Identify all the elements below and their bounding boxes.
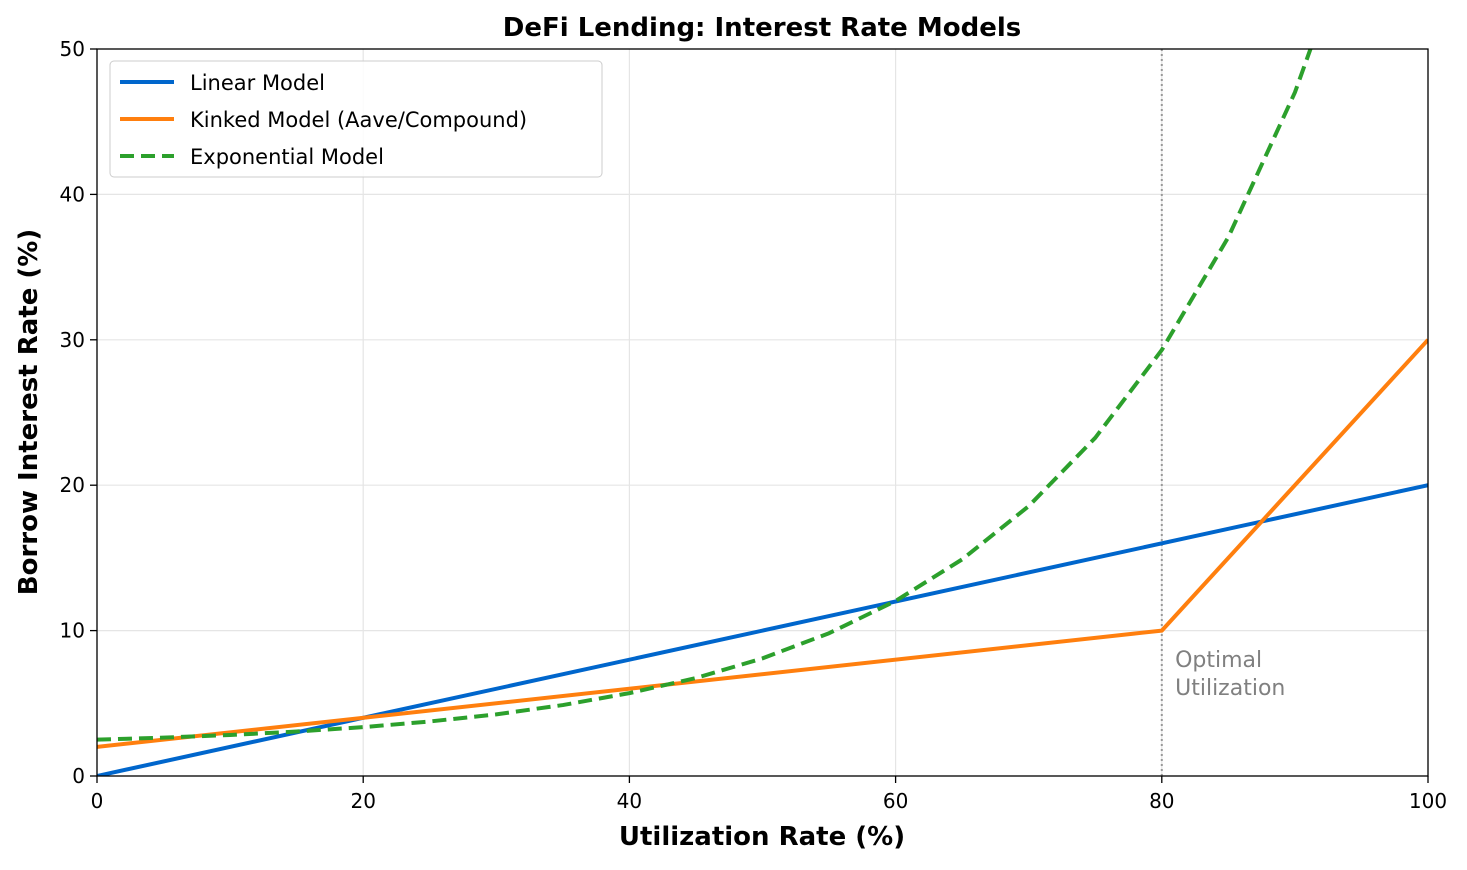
series-line-2: [97, 49, 1313, 742]
legend-label-2: Exponential Model: [190, 145, 384, 169]
series-line-0: [97, 483, 1428, 776]
x-tick-label: 40: [617, 789, 642, 813]
series-lines: [97, 49, 1428, 776]
y-axis-label: Borrow Interest Rate (%): [14, 229, 44, 595]
x-axis-label: Utilization Rate (%): [619, 822, 905, 852]
legend-label-0: Linear Model: [190, 71, 325, 95]
y-tick-label: 0: [72, 764, 85, 788]
legend: Linear Model Kinked Model (Aave/Compound)…: [109, 60, 603, 178]
y-tick-label: 40: [60, 182, 85, 206]
x-tick-label: 80: [1149, 789, 1174, 813]
series-line-1: [97, 338, 1428, 749]
y-tick-label: 10: [60, 619, 85, 643]
x-tick-label: 60: [883, 789, 908, 813]
chart-title: DeFi Lending: Interest Rate Models: [503, 13, 1021, 43]
y-tick-label: 50: [60, 37, 85, 61]
y-tick-label: 20: [60, 473, 85, 497]
annotation-line-2: Utilization: [1175, 676, 1285, 701]
y-tick-label: 30: [60, 328, 85, 352]
x-tick-label: 100: [1409, 789, 1447, 813]
annotation-line-1: Optimal: [1175, 648, 1262, 673]
legend-label-1: Kinked Model (Aave/Compound): [190, 108, 527, 132]
plot-frame: [96, 48, 1429, 777]
axis-ticks: 0 20 40 60 80 100 0 10 20 30 40 50: [60, 37, 1448, 813]
x-tick-label: 0: [91, 789, 104, 813]
x-tick-label: 20: [350, 789, 375, 813]
